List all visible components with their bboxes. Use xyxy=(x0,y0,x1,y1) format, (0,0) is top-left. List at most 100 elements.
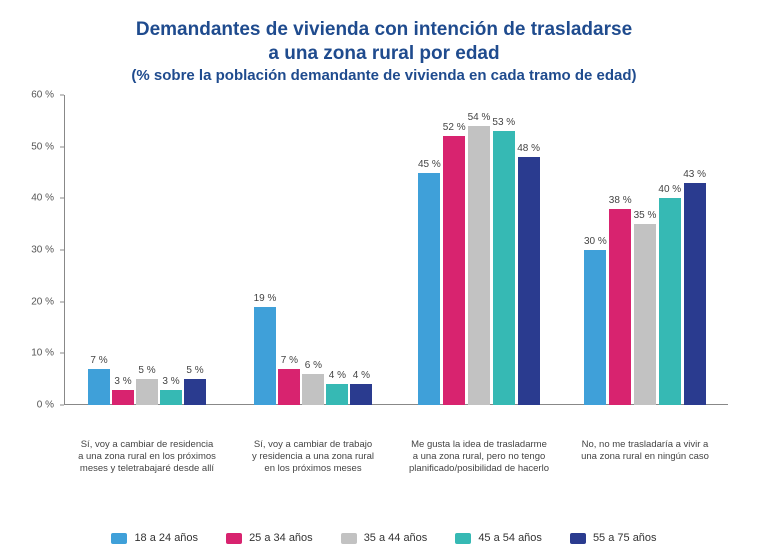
bar xyxy=(184,379,206,405)
bar-value-label: 5 % xyxy=(186,365,203,376)
bar xyxy=(136,379,158,405)
x-axis-label: Sí, voy a cambiar de residenciaa una zon… xyxy=(64,439,230,475)
bar-value-label: 6 % xyxy=(305,360,322,371)
bar-wrap: 40 % xyxy=(658,184,681,405)
bar-value-label: 4 % xyxy=(353,370,370,381)
chart-title-line1: Demandantes de vivienda con intención de… xyxy=(30,18,738,42)
bar-wrap: 3 % xyxy=(160,376,182,406)
legend-swatch xyxy=(226,533,242,544)
bar-value-label: 35 % xyxy=(634,210,657,221)
bar-group: 19 % 7 % 6 % 4 % 4 % xyxy=(230,293,396,405)
bar-value-label: 3 % xyxy=(114,376,131,387)
bar-value-label: 53 % xyxy=(492,117,515,128)
legend-swatch xyxy=(341,533,357,544)
legend-label: 45 a 54 años xyxy=(478,532,542,544)
bar xyxy=(609,209,631,405)
bar-group: 45 % 52 %54 %53 % 48 % xyxy=(396,112,562,405)
bar xyxy=(518,157,540,405)
bar-value-label: 7 % xyxy=(90,355,107,366)
x-axis-labels: Sí, voy a cambiar de residenciaa una zon… xyxy=(64,439,728,475)
bar xyxy=(112,390,134,406)
bar-wrap: 19 % xyxy=(254,293,277,405)
bar-groups: 7 %3 %5 %3 %5 %19 %7 %6 %4 %4 %45 %52 %5… xyxy=(64,95,728,405)
bar xyxy=(659,198,681,405)
legend-item: 45 a 54 años xyxy=(455,532,542,544)
bar xyxy=(278,369,300,405)
bar-wrap: 52 % xyxy=(443,122,466,405)
bar-wrap: 53 % xyxy=(492,117,515,405)
bar-group: 30 % 38 %35 % 40 %43 % xyxy=(562,169,728,405)
legend-label: 55 a 75 años xyxy=(593,532,657,544)
legend-swatch xyxy=(570,533,586,544)
bar xyxy=(684,183,706,405)
y-tick: 30 % xyxy=(30,245,64,256)
x-axis-label: Me gusta la idea de trasladarmea una zon… xyxy=(396,439,562,475)
bar xyxy=(350,384,372,405)
legend-item: 25 a 34 años xyxy=(226,532,313,544)
legend-label: 35 a 44 años xyxy=(364,532,428,544)
bar xyxy=(302,374,324,405)
y-tick: 50 % xyxy=(30,141,64,152)
bar xyxy=(418,173,440,406)
bar-wrap: 43 % xyxy=(683,169,706,405)
y-tick: 10 % xyxy=(30,348,64,359)
bar-value-label: 19 % xyxy=(254,293,277,304)
y-tick: 40 % xyxy=(30,193,64,204)
legend-item: 55 a 75 años xyxy=(570,532,657,544)
y-tick: 0 % xyxy=(30,400,64,411)
plot-area: 0 %10 %20 %30 %40 %50 %60 % 7 %3 %5 %3 %… xyxy=(64,95,728,425)
y-tick: 60 % xyxy=(30,90,64,101)
legend-label: 25 a 34 años xyxy=(249,532,313,544)
bar-wrap: 48 % xyxy=(517,143,540,405)
bar xyxy=(326,384,348,405)
bar-wrap: 6 % xyxy=(302,360,324,405)
bar xyxy=(493,131,515,405)
bar-value-label: 54 % xyxy=(468,112,491,123)
legend-item: 18 a 24 años xyxy=(111,532,198,544)
bar xyxy=(254,307,276,405)
x-axis-label: No, no me trasladaría a vivir auna zona … xyxy=(562,439,728,475)
legend-swatch xyxy=(455,533,471,544)
bar-wrap: 45 % xyxy=(418,159,441,406)
bar xyxy=(88,369,110,405)
chart-title-line2: a una zona rural por edad xyxy=(30,42,738,66)
bar-wrap: 30 % xyxy=(584,236,607,405)
bar xyxy=(160,390,182,406)
bar-wrap: 7 % xyxy=(88,355,110,405)
legend-label: 18 a 24 años xyxy=(134,532,198,544)
bar-value-label: 40 % xyxy=(658,184,681,195)
bar-value-label: 52 % xyxy=(443,122,466,133)
bar-value-label: 48 % xyxy=(517,143,540,154)
bar-value-label: 5 % xyxy=(138,365,155,376)
legend: 18 a 24 años 25 a 34 años 35 a 44 años 45 a… xyxy=(0,532,768,544)
bar-value-label: 7 % xyxy=(281,355,298,366)
bar-value-label: 4 % xyxy=(329,370,346,381)
chart-subtitle: (% sobre la población demandante de vivi… xyxy=(30,66,738,86)
bar-wrap: 3 % xyxy=(112,376,134,406)
y-axis: 0 %10 %20 %30 %40 %50 %60 % xyxy=(30,95,64,405)
bar-value-label: 43 % xyxy=(683,169,706,180)
bar-value-label: 38 % xyxy=(609,195,632,206)
x-axis-label: Sí, voy a cambiar de trabajoy residencia… xyxy=(230,439,396,475)
bar-wrap: 7 % xyxy=(278,355,300,405)
bar xyxy=(584,250,606,405)
bar-wrap: 35 % xyxy=(634,210,657,405)
legend-swatch xyxy=(111,533,127,544)
chart-title-block: Demandantes de vivienda con intención de… xyxy=(30,18,738,85)
bar-value-label: 3 % xyxy=(162,376,179,387)
y-tick: 20 % xyxy=(30,296,64,307)
bar-wrap: 5 % xyxy=(136,365,158,405)
bar-wrap: 5 % xyxy=(184,365,206,405)
bar-value-label: 45 % xyxy=(418,159,441,170)
bar-wrap: 54 % xyxy=(468,112,491,405)
bar xyxy=(634,224,656,405)
bar xyxy=(443,136,465,405)
bar-wrap: 4 % xyxy=(326,370,348,405)
bar-group: 7 % 3 % 5 % 3 % 5 % xyxy=(64,355,230,405)
bar-value-label: 30 % xyxy=(584,236,607,247)
chart-container: Demandantes de vivienda con intención de… xyxy=(0,0,768,560)
bar-wrap: 4 % xyxy=(350,370,372,405)
bar-wrap: 38 % xyxy=(609,195,632,405)
legend-item: 35 a 44 años xyxy=(341,532,428,544)
bar xyxy=(468,126,490,405)
